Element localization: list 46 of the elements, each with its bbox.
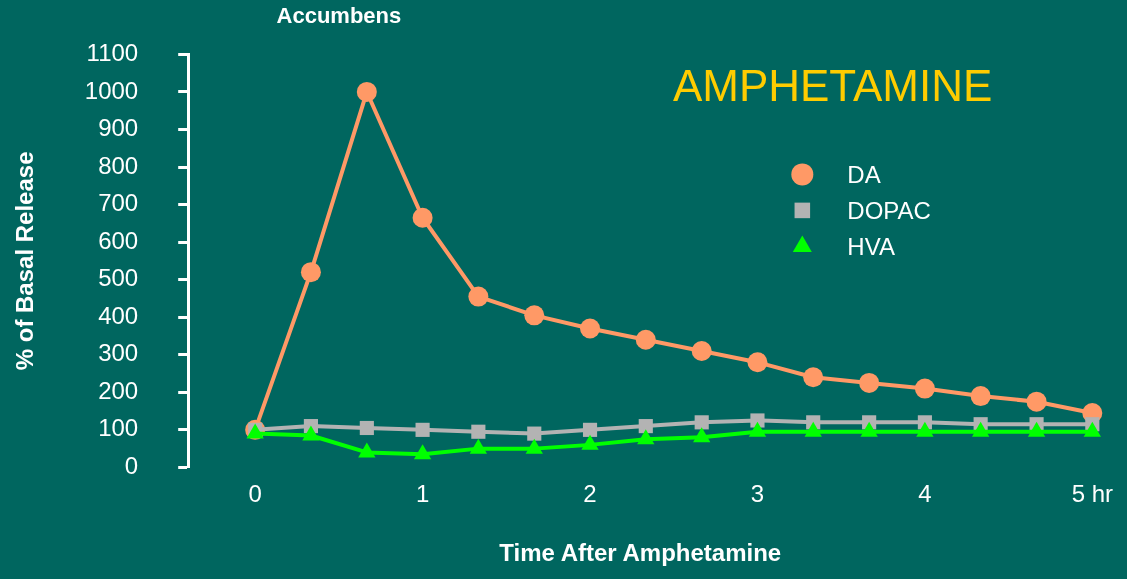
y-tick-label: 1000: [84, 76, 139, 104]
legend-label: DA: [847, 161, 881, 189]
point: [970, 386, 991, 407]
x-tick-label: 4: [918, 480, 932, 508]
point: [694, 415, 709, 430]
point: [914, 378, 935, 399]
point: [412, 207, 433, 228]
y-tick-label: 700: [98, 189, 139, 217]
y-tick-label: 900: [98, 114, 139, 142]
x-tick-label: 2: [583, 480, 597, 508]
point: [859, 372, 880, 393]
point: [471, 424, 486, 439]
point: [638, 419, 653, 434]
y-tick-label: 300: [98, 339, 139, 367]
y-tick-label: 0: [124, 452, 139, 480]
point: [468, 286, 489, 307]
y-tick-label: 1100: [86, 39, 139, 67]
point: [527, 426, 542, 441]
point: [582, 422, 598, 437]
y-tick-label: 400: [98, 301, 139, 329]
y-tick-label: 100: [98, 414, 139, 442]
legend-label: HVA: [847, 233, 895, 261]
y-tick-label: 800: [98, 151, 139, 179]
point: [580, 318, 601, 339]
x-axis-title: Time After Amphetamine: [499, 539, 782, 567]
point: [691, 341, 712, 362]
point: [356, 81, 377, 102]
point: [415, 422, 430, 437]
x-tick-label: 5 hr: [1071, 480, 1114, 508]
point: [635, 329, 656, 350]
x-tick-label: 0: [248, 480, 262, 508]
x-tick-label: 3: [750, 480, 765, 508]
y-axis-title: % of Basal Release: [11, 151, 39, 371]
point: [1026, 391, 1047, 412]
point: [524, 305, 545, 326]
point: [747, 352, 768, 373]
y-tick-label: 500: [98, 264, 139, 292]
point: [803, 367, 824, 388]
x-tick-label: 1: [415, 480, 430, 508]
point: [300, 262, 321, 283]
y-tick-label: 200: [98, 376, 139, 404]
chart-title: AMPHETAMINE: [672, 60, 993, 110]
point: [359, 420, 374, 436]
legend-label: DOPAC: [847, 197, 931, 225]
text: Accumbens: [276, 3, 402, 29]
y-tick-label: 600: [98, 226, 139, 254]
